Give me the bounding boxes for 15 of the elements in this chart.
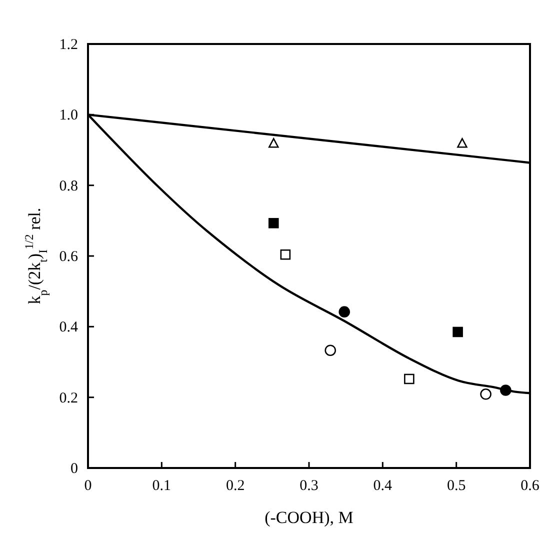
x-tick-label: 0.5 xyxy=(446,478,466,494)
y-tick-label: 0.2 xyxy=(59,390,78,406)
x-tick-label: 0.4 xyxy=(373,478,393,494)
y-tick-label: 0.4 xyxy=(59,320,78,336)
x-tick-label: 0 xyxy=(84,478,92,494)
y-tick-label: 1.0 xyxy=(59,108,78,124)
y-tick-label: 0.6 xyxy=(59,249,78,265)
x-tick-label: 0.1 xyxy=(152,478,172,494)
x-tick-label: 0.2 xyxy=(226,478,245,494)
y-tick-label: 0.8 xyxy=(59,178,78,194)
y-tick-label: 0 xyxy=(70,461,78,477)
x-tick-label: 0.6 xyxy=(520,478,540,494)
x-tick-label: 0.3 xyxy=(300,478,318,494)
y-tick-label: 1.2 xyxy=(59,37,78,53)
x-axis-title: (-COOH), M xyxy=(264,508,354,527)
